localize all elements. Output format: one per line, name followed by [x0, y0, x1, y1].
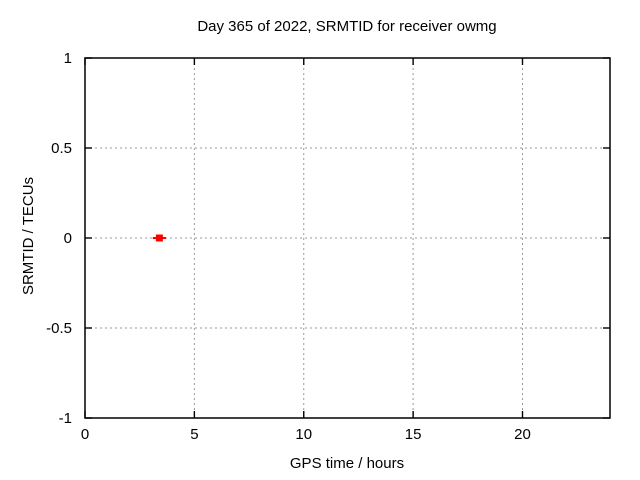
x-tick-label: 0	[81, 426, 89, 443]
x-tick-label: 20	[514, 426, 531, 443]
y-tick-label: -1	[59, 410, 72, 427]
y-tick-label: 0	[64, 230, 72, 247]
data-series	[152, 234, 166, 242]
y-tick-label: -0.5	[46, 320, 72, 337]
chart-title: Day 365 of 2022, SRMTID for receiver owm…	[197, 18, 496, 35]
grid-lines	[85, 58, 610, 418]
y-tick-label: 0.5	[51, 140, 72, 157]
y-tick-label: 1	[64, 50, 72, 67]
x-axis-label: GPS time / hours	[290, 455, 404, 472]
tick-labels: 0 5 10 15 20 1 0.5 0 -0.5 -1	[46, 50, 531, 443]
x-tick-label: 15	[405, 426, 422, 443]
data-point-marker	[155, 234, 163, 242]
y-axis-label: SRMTID / TECUs	[20, 177, 37, 295]
x-tick-label: 5	[190, 426, 198, 443]
axis-ticks	[84, 57, 610, 419]
x-tick-label: 10	[295, 426, 312, 443]
